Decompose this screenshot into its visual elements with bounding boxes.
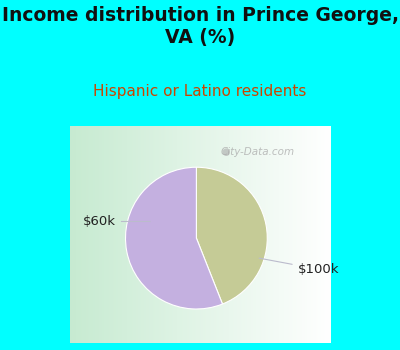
Text: Hispanic or Latino residents: Hispanic or Latino residents xyxy=(93,84,307,99)
Wedge shape xyxy=(196,167,267,304)
Text: City-Data.com: City-Data.com xyxy=(220,147,294,157)
Text: $100k: $100k xyxy=(259,258,339,276)
Text: Income distribution in Prince George,
VA (%): Income distribution in Prince George, VA… xyxy=(2,6,398,47)
Wedge shape xyxy=(126,167,222,309)
Text: ●: ● xyxy=(222,147,230,157)
Text: $60k: $60k xyxy=(83,215,150,228)
